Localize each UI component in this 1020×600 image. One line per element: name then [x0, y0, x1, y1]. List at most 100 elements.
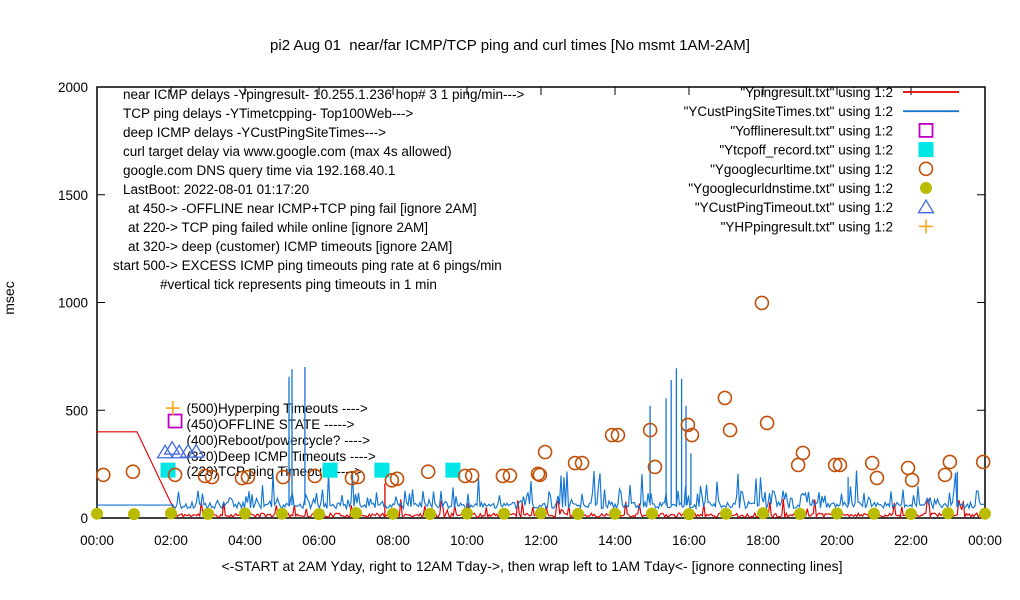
series-Ygooglecurldnstime-point — [757, 507, 769, 520]
x-tick-label: 00:00 — [968, 533, 1002, 548]
legend-label: "YHPpingresult.txt" using 1:2 — [721, 219, 893, 234]
series-Ygooglecurldnstime-point — [387, 507, 399, 520]
series-Ygooglecurltime-point — [464, 468, 480, 483]
series-Ygooglecurltime-point — [827, 457, 843, 473]
series-Ygooglecurltime-point — [420, 464, 436, 479]
series-Ygooglecurltime-point — [795, 445, 811, 461]
legend-marker-sample — [917, 198, 935, 214]
y-tick-label: 2000 — [58, 80, 88, 95]
legend-label: "Yofflineresult.txt" using 1:2 — [730, 123, 893, 138]
x-tick-label: 06:00 — [302, 533, 336, 548]
series-Ygooglecurltime-point — [389, 471, 405, 487]
series-Ygooglecurltime-point — [869, 470, 885, 486]
legend-label: "YCustPingTimeout.txt" using 1:2 — [695, 200, 893, 215]
series-Ygooglecurldnstime-point — [683, 508, 695, 521]
x-tick-label: 18:00 — [746, 533, 780, 548]
series-Ygooglecurldnstime-point — [831, 507, 843, 520]
plot-annotation: (500)Hyperping Timeouts ----> — [187, 401, 368, 416]
x-axis-caption: <-START at 2AM Yday, right to 12AM Tday-… — [221, 558, 843, 574]
x-tick-label: 16:00 — [672, 533, 706, 548]
series-Ygooglecurltime-point — [864, 455, 880, 471]
info-line: start 500-> EXCESS ICMP ping timeouts pi… — [113, 258, 502, 273]
series-Ygooglecurltime-point — [197, 468, 213, 484]
y-tick-label: 0 — [80, 511, 88, 526]
plot-annotation: (400)Reboot/powercycle? ----> — [187, 433, 371, 448]
legend-marker-sample — [920, 182, 932, 194]
series-Ygooglecurldnstime-point — [572, 507, 584, 520]
series-Ygooglecurltime-point — [95, 467, 111, 483]
x-tick-label: 14:00 — [598, 533, 632, 548]
series-Ygooglecurldnstime-point — [905, 507, 917, 520]
plot-annotation: (450)OFFLINE STATE -----> — [187, 417, 355, 432]
series-Ygooglecurltime-point — [722, 422, 738, 438]
info-line: curl target delay via www.google.com (ma… — [123, 144, 452, 159]
series-YCustPingTimeout-point — [163, 440, 181, 455]
plot-annotation: (320)Deep ICMP Timeouts ----> — [187, 449, 376, 464]
chart-title: pi2 Aug 01 near/far ICMP/TCP ping and cu… — [270, 37, 750, 54]
series-Ygooglecurldnstime-point — [720, 507, 732, 520]
x-tick-label: 10:00 — [450, 533, 484, 548]
series-Ygooglecurldnstime-point — [498, 507, 510, 520]
x-tick-label: 02:00 — [154, 533, 188, 548]
legend-marker-sample — [918, 161, 934, 177]
legend-label: "Ygooglecurldnstime.txt" using 1:2 — [688, 181, 893, 196]
series-Ygooglecurldnstime-point — [91, 507, 103, 520]
x-tick-label: 22:00 — [894, 533, 928, 548]
series-Ygooglecurltime-point — [167, 467, 183, 483]
info-line: at 450-> -OFFLINE near ICMP+TCP ping fai… — [128, 201, 477, 216]
series-Ygooglecurltime-point — [904, 472, 920, 488]
series-Ygooglecurltime-point — [457, 468, 473, 484]
legend-label: "Ytcpoff_record.txt" using 1:2 — [719, 143, 893, 158]
series-Ygooglecurltime-point — [532, 467, 548, 483]
y-tick-label: 1000 — [58, 296, 88, 311]
series-Ygooglecurldnstime-point — [239, 507, 251, 520]
series-Ygooglecurltime-point — [790, 457, 806, 473]
series-Ygooglecurltime-point — [240, 469, 256, 485]
series-Ygooglecurltime-point — [125, 464, 141, 479]
series-Ygooglecurldnstime-point — [794, 507, 806, 520]
series-Ygooglecurltime-point — [307, 468, 323, 484]
info-line: google.com DNS query time via 192.168.40… — [123, 163, 395, 178]
series-Ygooglecurltime-point — [537, 444, 553, 460]
x-tick-label: 12:00 — [524, 533, 558, 548]
series-Ygooglecurltime-point — [680, 417, 696, 433]
series-Ygooglecurldnstime-point — [868, 507, 880, 520]
series-Ygooglecurldnstime-point — [313, 508, 325, 521]
legend-marker-sample — [918, 123, 934, 138]
series-Ygooglecurltime-point — [604, 427, 620, 443]
series-Ygooglecurldnstime-point — [942, 507, 954, 520]
series-Ytcpoff_record-point — [445, 462, 461, 478]
series-Ygooglecurltime-point — [937, 467, 953, 483]
series-Ygooglecurltime-point — [942, 454, 958, 470]
info-line: near ICMP delays -Ypingresult- 10.255.1.… — [123, 87, 524, 102]
series-Ygooglecurldnstime-point — [609, 507, 621, 520]
info-line: TCP ping delays -YTimetcpping- Top100Web… — [123, 106, 413, 121]
series-Ygooglecurltime-point — [759, 415, 775, 431]
series-Ygooglecurltime-point — [234, 470, 250, 486]
series-YCustPingTimeout-point — [187, 443, 205, 458]
legend-label: "Ygooglecurltime.txt" using 1:2 — [710, 162, 893, 177]
series-Ygooglecurldnstime-point — [276, 507, 288, 520]
series-Ygooglecurldnstime-point — [535, 507, 547, 520]
series-Ytcpoff_record-point — [374, 462, 390, 478]
series-Ygooglecurltime-point — [574, 455, 590, 471]
info-line: at 320-> deep (customer) ICMP timeouts [… — [128, 239, 452, 254]
series-Ygooglecurltime-point — [204, 469, 220, 485]
series-Ygooglecurltime-point — [642, 422, 658, 438]
x-tick-label: 08:00 — [376, 533, 410, 548]
plot-annotation: (220)TCP ping Timeouts ----> — [187, 464, 363, 479]
legend-marker-sample — [918, 142, 934, 158]
info-line: deep ICMP delays -YCustPingSiteTimes---> — [123, 125, 386, 140]
legend-label: "Ypingresult.txt" using 1:2 — [740, 85, 893, 100]
series-Ygooglecurldnstime-point — [165, 507, 177, 520]
x-tick-label: 00:00 — [80, 533, 114, 548]
x-tick-label: 20:00 — [820, 533, 854, 548]
series-Ygooglecurldnstime-point — [128, 508, 140, 521]
series-Ygooglecurldnstime-point — [461, 507, 473, 520]
series-Ygooglecurltime-point — [495, 468, 511, 484]
series-Ygooglecurltime-point — [684, 427, 700, 443]
series-Ygooglecurldnstime-point — [424, 507, 436, 520]
series-Ygooglecurltime-point — [610, 427, 626, 443]
